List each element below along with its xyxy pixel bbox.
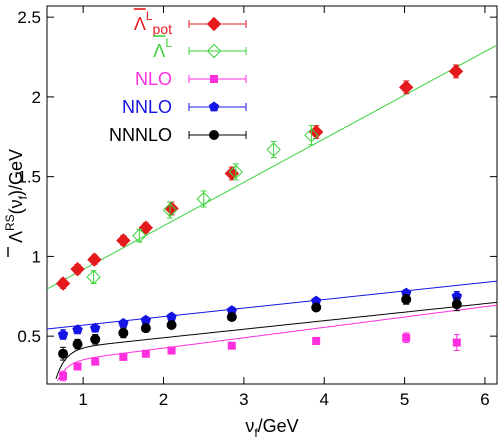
svg-text:ΛRS(νf)/GeV: ΛRS(νf)/GeV — [3, 149, 30, 243]
legend-label-pot: ΛLpot — [134, 9, 172, 37]
point-nnnlo — [90, 334, 101, 345]
point-nnnlo — [166, 319, 177, 330]
point-pot — [116, 233, 131, 248]
point-lambdaL — [228, 164, 244, 180]
point-nnlo — [90, 322, 101, 333]
legend-marker-nnlo — [208, 101, 220, 112]
legend-marker-lambdaL — [206, 43, 222, 59]
point-lambdaL — [266, 142, 281, 157]
fit-line-nnlo — [46, 280, 498, 330]
point-nlo — [402, 333, 411, 342]
point-nnlo — [311, 295, 322, 306]
x-tick-label: 2 — [159, 390, 168, 409]
legend-label-nnlo: NNLO — [122, 97, 172, 117]
legend-marker-nlo — [210, 75, 218, 83]
fit-curve-nnnlo — [55, 301, 498, 380]
y-axis-label: ΛRS(νf)/GeV — [3, 149, 30, 257]
legend-marker-pot — [206, 16, 222, 32]
point-lambdaL — [86, 269, 101, 285]
data-points — [55, 64, 464, 382]
point-nnlo — [72, 324, 83, 335]
point-nnnlo — [118, 327, 129, 338]
point-pot — [138, 220, 154, 235]
point-nlo — [312, 336, 321, 345]
point-lambdaL — [196, 191, 211, 207]
point-pot — [70, 261, 85, 277]
fit-curves — [46, 44, 498, 382]
point-nlo — [141, 349, 150, 358]
x-tick-label: 1 — [78, 390, 87, 409]
point-nlo — [59, 372, 68, 381]
point-nlo — [91, 357, 100, 366]
point-lambdaL — [304, 127, 319, 143]
point-nlo — [452, 338, 461, 347]
x-tick-label: 4 — [319, 390, 328, 409]
point-nlo — [73, 362, 82, 371]
point-pot — [398, 80, 414, 95]
point-nnnlo — [226, 312, 237, 323]
x-tick-label: 3 — [239, 390, 248, 409]
point-lambdaL — [162, 202, 178, 218]
point-nnlo — [57, 329, 69, 339]
y-tick-label: 2 — [32, 88, 41, 107]
point-nlo — [227, 341, 236, 350]
y-tick-labels: 0.5 1 1.5 2 2.5 — [17, 8, 41, 346]
plot-frame — [46, 5, 498, 385]
legend-marker-nnnlo — [209, 130, 219, 140]
x-axis-label: νf/GeV — [245, 416, 298, 440]
point-nnlo — [226, 305, 238, 316]
y-tick-label: 1 — [32, 247, 41, 266]
point-nnlo — [118, 317, 129, 328]
point-nnlo — [140, 314, 152, 325]
legend-label-lambdaL: ΛL — [153, 36, 172, 61]
fit-line-lambdaL — [46, 44, 498, 290]
point-nnnlo — [401, 294, 412, 305]
point-nnnlo — [451, 299, 462, 310]
point-nnnlo — [58, 348, 69, 359]
legend-label-nlo: NLO — [135, 69, 172, 89]
point-lambdaL — [132, 228, 147, 243]
axis-ticks — [47, 6, 497, 384]
point-nnnlo — [72, 339, 83, 350]
point-nnnlo — [140, 323, 151, 334]
point-nlo — [119, 352, 128, 361]
point-nlo — [167, 346, 176, 355]
point-pot — [448, 64, 464, 79]
y-tick-label: 1.5 — [17, 168, 41, 187]
y-tick-label: 2.5 — [17, 8, 41, 27]
point-pot — [55, 276, 71, 291]
fit-curve-nlo — [57, 304, 498, 382]
y-tick-label: 0.5 — [17, 327, 41, 346]
point-nnnlo — [311, 302, 322, 313]
x-tick-labels: 1 2 3 4 5 6 — [78, 390, 489, 409]
x-tick-label: 6 — [480, 390, 489, 409]
legend-label-nnnlo: NNNLO — [109, 125, 172, 145]
x-tick-label: 5 — [400, 390, 409, 409]
point-nnlo — [166, 311, 177, 322]
point-pot — [87, 252, 102, 267]
